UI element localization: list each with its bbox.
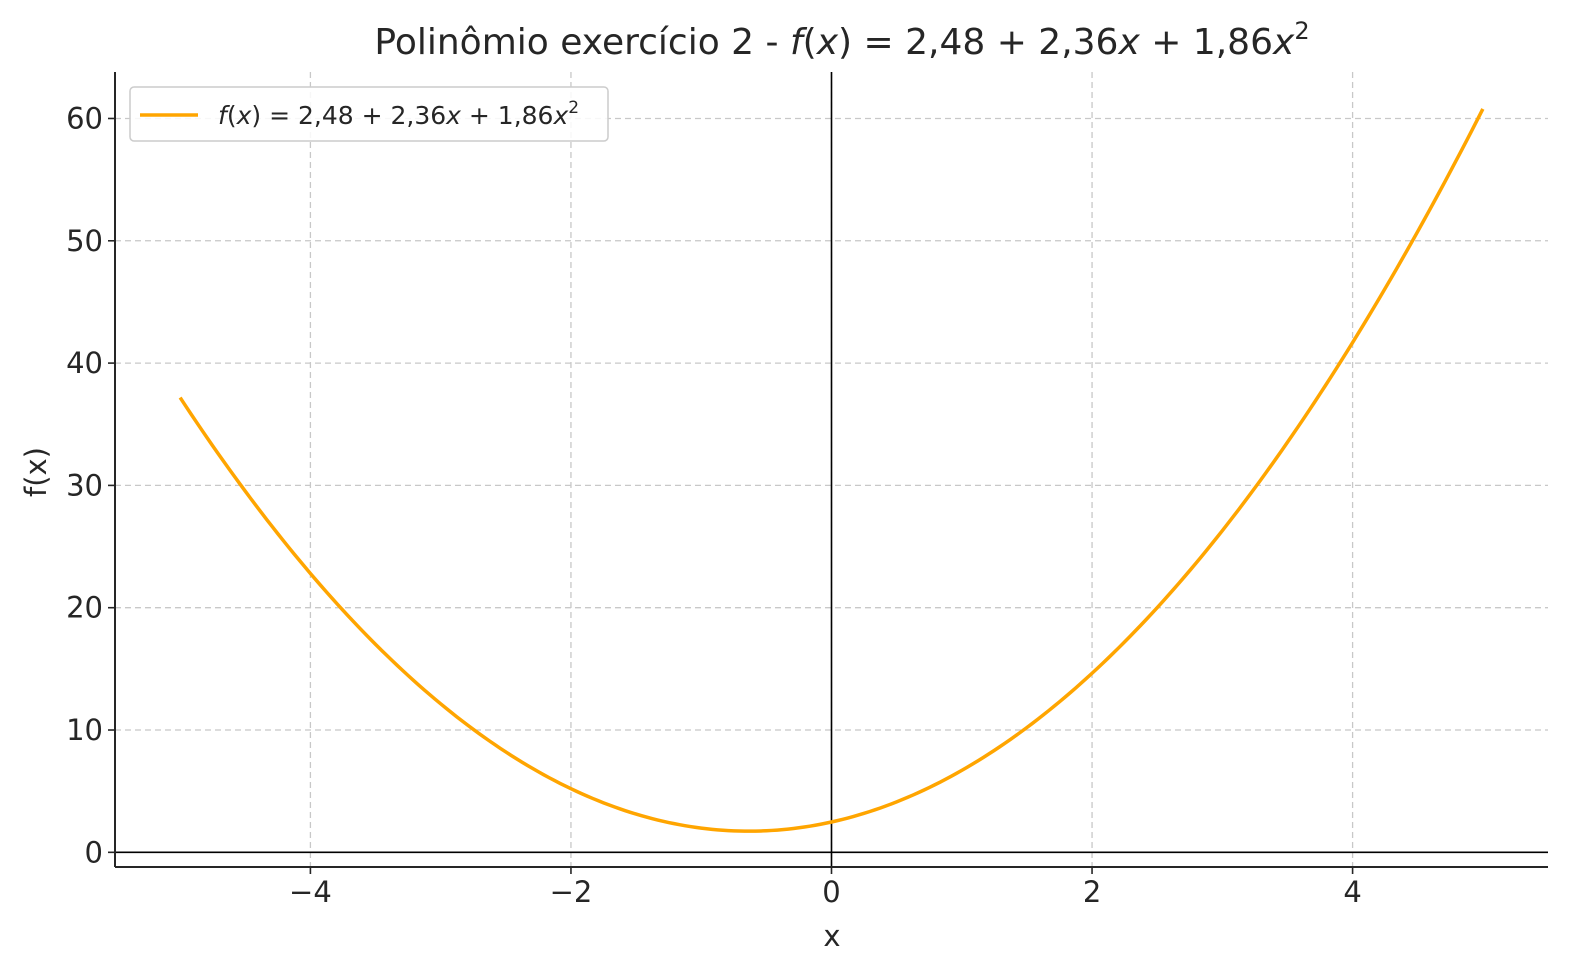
y-tick-label-1: 10 <box>66 713 103 747</box>
y-tick-label-0: 0 <box>85 835 103 869</box>
x-tick-label-0: −4 <box>289 875 332 909</box>
legend: f(x) = 2,48 + 2,36x + 1,86x2 <box>129 86 609 142</box>
y-tick-label-5: 50 <box>66 224 103 258</box>
x-tick-label-1: −2 <box>550 875 593 909</box>
legend-entry-label: f(x) = 2,48 + 2,36x + 1,86x2 <box>218 98 579 130</box>
y-ticks: 0 10 20 30 40 50 60 <box>66 101 115 869</box>
series-line <box>178 108 1485 833</box>
x-tick-label-4: 4 <box>1343 875 1361 909</box>
y-tick-label-6: 60 <box>66 101 103 135</box>
x-ticks: −4 −2 0 2 4 <box>289 867 1362 909</box>
y-tick-label-4: 40 <box>66 346 103 380</box>
y-axis-label: f(x) <box>19 447 53 497</box>
x-axis-label: x <box>823 919 840 953</box>
legend-box <box>129 86 609 142</box>
y-tick-label-2: 20 <box>66 591 103 625</box>
y-tick-label-3: 30 <box>66 468 103 502</box>
chart-title: Polinômio exercício 2 - f(x) = 2,48 + 2,… <box>374 17 1309 63</box>
x-tick-label-2: 0 <box>822 875 840 909</box>
x-tick-label-3: 2 <box>1083 875 1101 909</box>
